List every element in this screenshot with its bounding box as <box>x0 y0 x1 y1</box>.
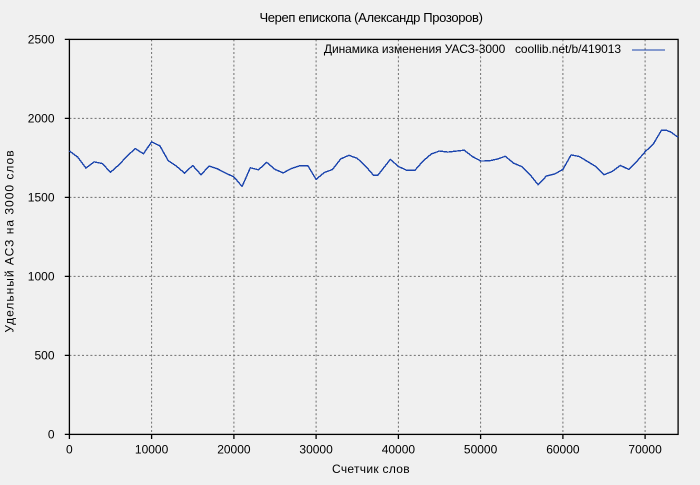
svg-text:70000: 70000 <box>628 443 662 457</box>
svg-text:0: 0 <box>48 428 55 442</box>
svg-text:1500: 1500 <box>28 191 55 205</box>
svg-text:50000: 50000 <box>464 443 498 457</box>
svg-text:2000: 2000 <box>28 112 55 126</box>
svg-text:10000: 10000 <box>135 443 169 457</box>
svg-text:Удельный АСЗ на 3000 слов: Удельный АСЗ на 3000 слов <box>3 149 17 332</box>
svg-text:Динамика изменения УАСЗ-3000: Динамика изменения УАСЗ-3000 coollib.net… <box>324 42 621 56</box>
svg-text:Череп епископа (Александр Проз: Череп епископа (Александр Прозоров) <box>259 10 482 25</box>
svg-text:1000: 1000 <box>28 270 55 284</box>
svg-text:0: 0 <box>66 443 73 457</box>
svg-text:20000: 20000 <box>217 443 251 457</box>
svg-text:500: 500 <box>34 349 54 363</box>
svg-text:Счетчик слов: Счетчик слов <box>332 462 410 476</box>
svg-text:60000: 60000 <box>546 443 580 457</box>
svg-text:40000: 40000 <box>382 443 416 457</box>
svg-text:30000: 30000 <box>299 443 333 457</box>
svg-text:2500: 2500 <box>28 33 55 47</box>
